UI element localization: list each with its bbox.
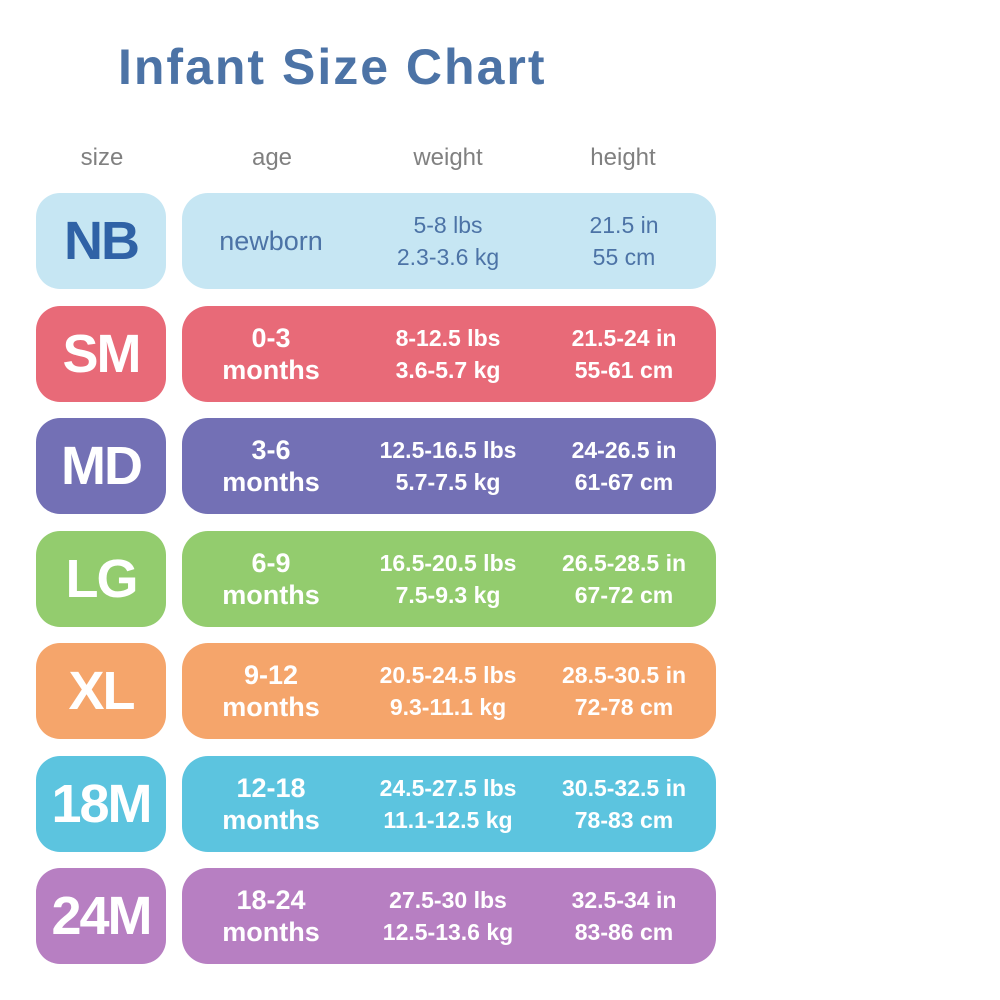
info-bar: 18-24 months 27.5-30 lbs 12.5-13.6 kg 32.5-3…	[182, 868, 716, 964]
age-cell: 0-3 months	[182, 306, 360, 402]
age-cell-line-1: newborn	[219, 226, 323, 256]
size-row-xl: XL 9-12 months 20.5-24.5 lbs 9.3-11.1 kg 28.5…	[0, 643, 1000, 739]
weight-cell-line-1: 8-12.5 lbs	[395, 325, 501, 351]
age-cell-line-2: months	[222, 917, 320, 947]
height-cell-line-1: 30.5-32.5 in	[561, 775, 687, 801]
weight-cell: 8-12.5 lbs 3.6-5.7 kg	[354, 306, 542, 402]
height-cell-line-2: 55-61 cm	[574, 357, 674, 383]
age-cell-line-2: months	[222, 467, 320, 497]
height-cell: 26.5-28.5 in 67-72 cm	[538, 531, 710, 627]
height-cell-line-1: 32.5-34 in	[571, 887, 677, 913]
age-cell-line-2: months	[222, 692, 320, 722]
weight-cell-line-1: 12.5-16.5 lbs	[379, 437, 517, 463]
weight-cell-line-2: 7.5-9.3 kg	[395, 582, 501, 608]
header-size: size	[80, 144, 124, 171]
height-cell: 32.5-34 in 83-86 cm	[538, 868, 710, 964]
header-age: age	[251, 144, 293, 171]
weight-cell: 16.5-20.5 lbs 7.5-9.3 kg	[354, 531, 542, 627]
size-badge: LG	[36, 531, 166, 627]
size-badge: 18M	[36, 756, 166, 852]
weight-cell-line-1: 5-8 lbs	[413, 212, 483, 238]
size-badge: 24M	[36, 868, 166, 964]
size-row-24m: 24M 18-24 months 27.5-30 lbs 12.5-13.6 kg 32.…	[0, 868, 1000, 964]
weight-cell-line-2: 3.6-5.7 kg	[395, 357, 501, 383]
size-badge: SM	[36, 306, 166, 402]
age-cell-line-1: 6-9	[251, 548, 291, 578]
info-bar: 3-6 months 12.5-16.5 lbs 5.7-7.5 kg 24-26.5 …	[182, 418, 716, 514]
height-cell: 21.5 in 55 cm	[538, 193, 710, 289]
height-cell: 21.5-24 in 55-61 cm	[538, 306, 710, 402]
height-cell-line-1: 24-26.5 in	[571, 437, 677, 463]
size-badge: MD	[36, 418, 166, 514]
weight-cell: 12.5-16.5 lbs 5.7-7.5 kg	[354, 418, 542, 514]
size-row-md: MD 3-6 months 12.5-16.5 lbs 5.7-7.5 kg 24-26.…	[0, 418, 1000, 514]
age-cell-line-1: 9-12	[243, 660, 299, 690]
weight-cell-line-2: 12.5-13.6 kg	[382, 919, 514, 945]
info-bar: newborn 5-8 lbs 2.3-3.6 kg 21.5 in 55 cm	[182, 193, 716, 289]
age-cell-line-1: 0-3	[251, 323, 291, 353]
height-cell-line-1: 21.5-24 in	[571, 325, 677, 351]
height-cell-line-2: 78-83 cm	[574, 807, 674, 833]
age-cell: 9-12 months	[182, 643, 360, 739]
age-cell: 6-9 months	[182, 531, 360, 627]
age-cell-line-1: 18-24	[236, 885, 306, 915]
age-cell-line-2: months	[222, 805, 320, 835]
height-cell-line-1: 26.5-28.5 in	[561, 550, 687, 576]
height-cell-line-2: 55 cm	[592, 244, 656, 270]
height-cell-line-1: 28.5-30.5 in	[561, 662, 687, 688]
info-bar: 0-3 months 8-12.5 lbs 3.6-5.7 kg 21.5-24 in 5…	[182, 306, 716, 402]
weight-cell-line-2: 11.1-12.5 kg	[383, 807, 513, 833]
header-weight: weight	[413, 144, 483, 171]
weight-cell-line-1: 16.5-20.5 lbs	[379, 550, 517, 576]
info-bar: 12-18 months 24.5-27.5 lbs 11.1-12.5 kg 30.5…	[182, 756, 716, 852]
chart-title: Infant Size Chart	[118, 39, 547, 95]
weight-cell-line-1: 27.5-30 lbs	[389, 887, 507, 913]
height-cell-line-1: 21.5 in	[589, 212, 659, 238]
weight-cell: 20.5-24.5 lbs 9.3-11.1 kg	[354, 643, 542, 739]
age-cell-line-1: 3-6	[251, 435, 291, 465]
size-row-nb: NB newborn 5-8 lbs 2.3-3.6 kg 21.5 in 55 cm	[0, 193, 1000, 289]
height-cell-line-2: 67-72 cm	[574, 582, 674, 608]
height-cell-line-2: 83-86 cm	[574, 919, 674, 945]
age-cell: newborn	[182, 193, 360, 289]
size-row-sm: SM 0-3 months 8-12.5 lbs 3.6-5.7 kg 21.5-24 i…	[0, 306, 1000, 402]
height-cell: 24-26.5 in 61-67 cm	[538, 418, 710, 514]
info-bar: 9-12 months 20.5-24.5 lbs 9.3-11.1 kg 28.5-3…	[182, 643, 716, 739]
weight-cell-line-1: 20.5-24.5 lbs	[379, 662, 517, 688]
size-badge: XL	[36, 643, 166, 739]
size-row-18m: 18M 12-18 months 24.5-27.5 lbs 11.1-12.5 kg 3…	[0, 756, 1000, 852]
height-cell-line-2: 61-67 cm	[574, 469, 674, 495]
weight-cell-line-1: 24.5-27.5 lbs	[379, 775, 517, 801]
age-cell: 18-24 months	[182, 868, 360, 964]
weight-cell-line-2: 5.7-7.5 kg	[395, 469, 501, 495]
info-bar: 6-9 months 16.5-20.5 lbs 7.5-9.3 kg 26.5-28.…	[182, 531, 716, 627]
height-cell: 28.5-30.5 in 72-78 cm	[538, 643, 710, 739]
weight-cell: 24.5-27.5 lbs 11.1-12.5 kg	[354, 756, 542, 852]
age-cell-line-2: months	[222, 580, 320, 610]
age-cell-line-1: 12-18	[236, 773, 306, 803]
header-height: height	[590, 144, 656, 171]
weight-cell: 27.5-30 lbs 12.5-13.6 kg	[354, 868, 542, 964]
weight-cell-line-2: 2.3-3.6 kg	[396, 244, 500, 270]
age-cell: 3-6 months	[182, 418, 360, 514]
height-cell: 30.5-32.5 in 78-83 cm	[538, 756, 710, 852]
weight-cell-line-2: 9.3-11.1 kg	[389, 694, 507, 720]
size-row-lg: LG 6-9 months 16.5-20.5 lbs 7.5-9.3 kg 26.5-2…	[0, 531, 1000, 627]
age-cell-line-2: months	[222, 355, 320, 385]
height-cell-line-2: 72-78 cm	[574, 694, 674, 720]
age-cell: 12-18 months	[182, 756, 360, 852]
size-badge: NB	[36, 193, 166, 289]
weight-cell: 5-8 lbs 2.3-3.6 kg	[354, 193, 542, 289]
